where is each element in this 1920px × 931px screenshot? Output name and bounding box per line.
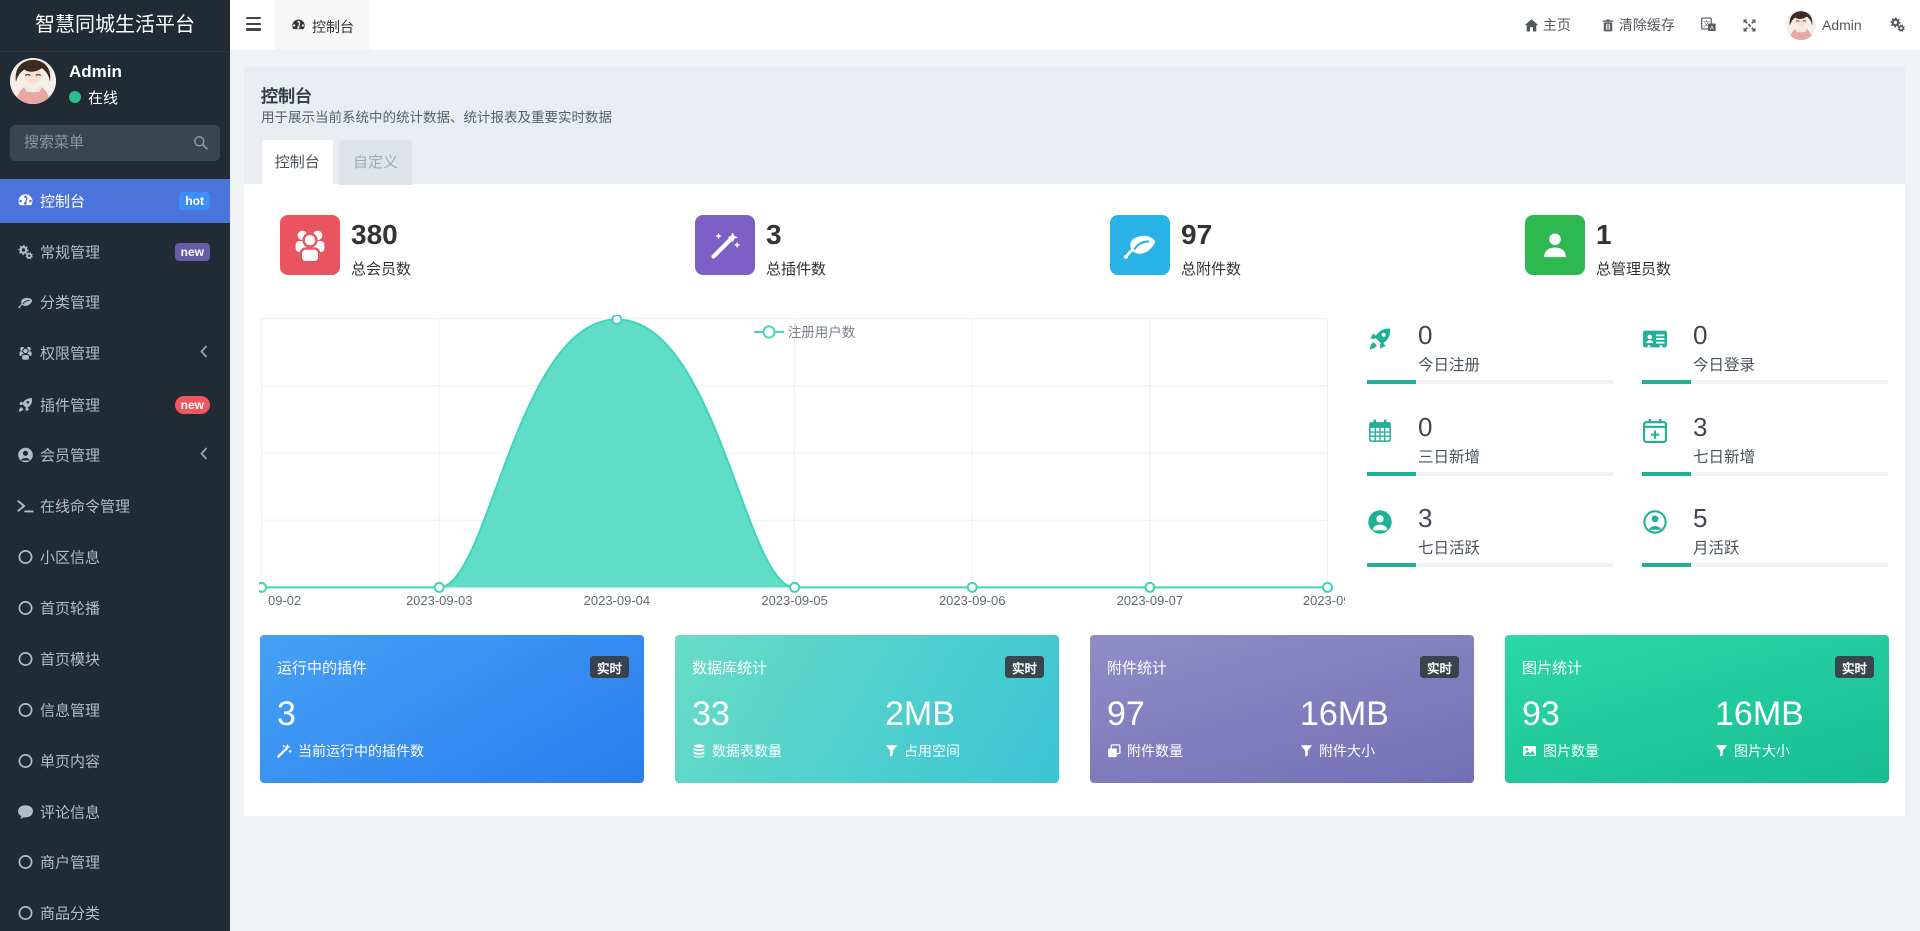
svg-text:2023-09-05: 2023-09-05 <box>761 593 828 608</box>
svg-text:A: A <box>1710 25 1714 31</box>
svg-text:2023-09-07: 2023-09-07 <box>1117 593 1184 608</box>
svg-text:09-02: 09-02 <box>268 593 301 608</box>
svg-text:2023-09-06: 2023-09-06 <box>939 593 1006 608</box>
svg-text:2023-09-04: 2023-09-04 <box>584 593 651 608</box>
svg-text:2023-09-03: 2023-09-03 <box>406 593 473 608</box>
svg-text:2023-09-0: 2023-09-0 <box>1303 593 1345 608</box>
svg-text:文: 文 <box>1703 19 1710 28</box>
